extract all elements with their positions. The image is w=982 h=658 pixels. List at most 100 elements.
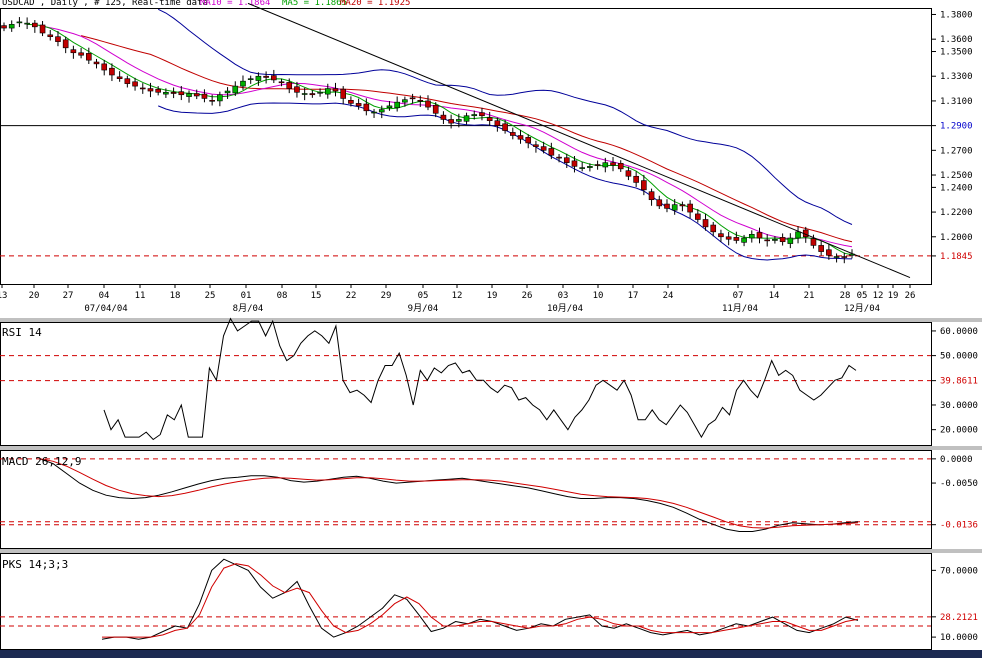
candle-down [139,87,146,90]
candle-down [695,213,701,220]
x-day-label: 28 [840,291,851,301]
candle-down [39,24,46,34]
y-tick-label: -0.0136 [940,521,978,531]
candle-down [718,233,724,238]
x-day-label: 17 [628,291,639,301]
x-day-label: 14 [769,291,780,301]
x-month-label: 07/04/04 [84,304,127,314]
candle-down [810,238,817,246]
candle-down [193,93,200,97]
candle-down [571,160,578,167]
candle-down [348,100,354,104]
x-day-label: 18 [170,291,181,301]
candle-down [340,88,347,99]
rsi-panel-frame [0,322,932,446]
candle-up [787,237,794,244]
y-tick-label: 1.2900 [940,122,973,132]
candle-up [463,115,470,122]
candle-up [579,167,585,169]
candle-down [1,25,7,29]
rsi-axis: 60.0000 50.0000 39.8611 30.0000 20.0000 [932,327,978,436]
date-axis: 13 20 27 04 11 18 25 01 08 15 22 29 05 12 19 26 03 10 17 24… [0,284,915,314]
candle-down [62,39,69,49]
candle-down [548,148,555,156]
candle-down [617,162,624,170]
status-bar [0,650,982,658]
candle-down [55,36,61,42]
ma20-label: MA20 = 1.1925 [340,0,410,8]
macd-panel-frame [0,450,932,549]
symbol-label: USDCAD , Daily , # 125, Real-time data [2,0,208,8]
candle-down [409,97,416,100]
candle-down [625,170,632,177]
candle-down [448,119,454,124]
price-panel-frame [0,8,932,285]
candle-down [641,180,647,191]
candle-down [656,199,663,207]
x-day-label: 20 [29,291,40,301]
x-day-label: 11 [135,291,146,301]
candle-up [324,88,331,95]
candle-down [363,103,370,112]
candle-down [116,76,123,79]
candle-up [402,99,408,103]
x-day-label: 19 [888,291,899,301]
candle-down [32,22,38,28]
x-day-label: 29 [381,291,392,301]
trendline [247,2,911,278]
candle-down [687,203,693,213]
candle-down [147,88,154,92]
ma5-line [27,23,853,256]
candle-down [679,204,686,207]
macd-title: MACD 26,12,9 [2,455,81,468]
x-day-label: 05 [857,291,868,301]
y-tick-label: 1.3600 [940,35,973,45]
candle-down [155,88,161,93]
candle-down [610,162,616,166]
candle-down [702,219,709,228]
ma10-line [42,25,853,248]
candle-down [540,146,547,151]
stochastic-plot [0,558,931,640]
candle-down [209,100,215,102]
panel-divider[interactable] [0,318,982,322]
candle-down [425,100,431,108]
candle-down [109,67,115,76]
x-day-label: 01 [241,291,252,301]
candle-up [456,119,462,122]
candle-down [479,112,485,117]
stochastic-d-line [102,563,859,638]
panel-divider[interactable] [0,446,982,450]
x-day-label: 10 [593,291,604,301]
candle-down [725,236,732,240]
x-day-label: 22 [346,291,357,301]
candle-down [525,137,532,144]
y-tick-label: 1.2000 [940,233,973,243]
y-tick-label: 70.0000 [940,566,978,576]
candle-up [741,237,747,243]
candle-down [563,157,570,163]
stochastic-axis: 70.0000 28.2121 10.0000 [932,566,978,643]
stochastic-title: PKS 14;3;3 [2,558,68,571]
price-panel: 1.3800 1.3600 1.3500 1.3300 1.3100 1.2900 1.27… [0,2,973,314]
panel-divider[interactable] [0,549,982,553]
x-month-label: 10月/04 [547,303,583,314]
rsi-panel: 60.0000 50.0000 39.8611 30.0000 20.0000 RSI … [0,317,978,446]
candle-down [841,256,848,258]
candle-down [286,82,293,89]
candle-up [317,91,323,94]
candle-up [795,231,801,239]
candle-down [355,103,362,107]
macd-plot [0,458,931,532]
y-tick-label: 1.3800 [940,10,973,20]
stochastic-k-line [101,558,859,640]
x-day-label: 05 [418,291,429,301]
candle-down [733,237,740,241]
y-tick-label: 0.0000 [940,455,973,465]
macd-panel: 0.0000 -0.0050 -0.0136 MACD 26,12,9 [0,450,978,549]
x-day-label: 27 [63,291,74,301]
candle-down [533,144,539,147]
candle-down [132,81,138,87]
macd-signal-line [39,458,859,529]
